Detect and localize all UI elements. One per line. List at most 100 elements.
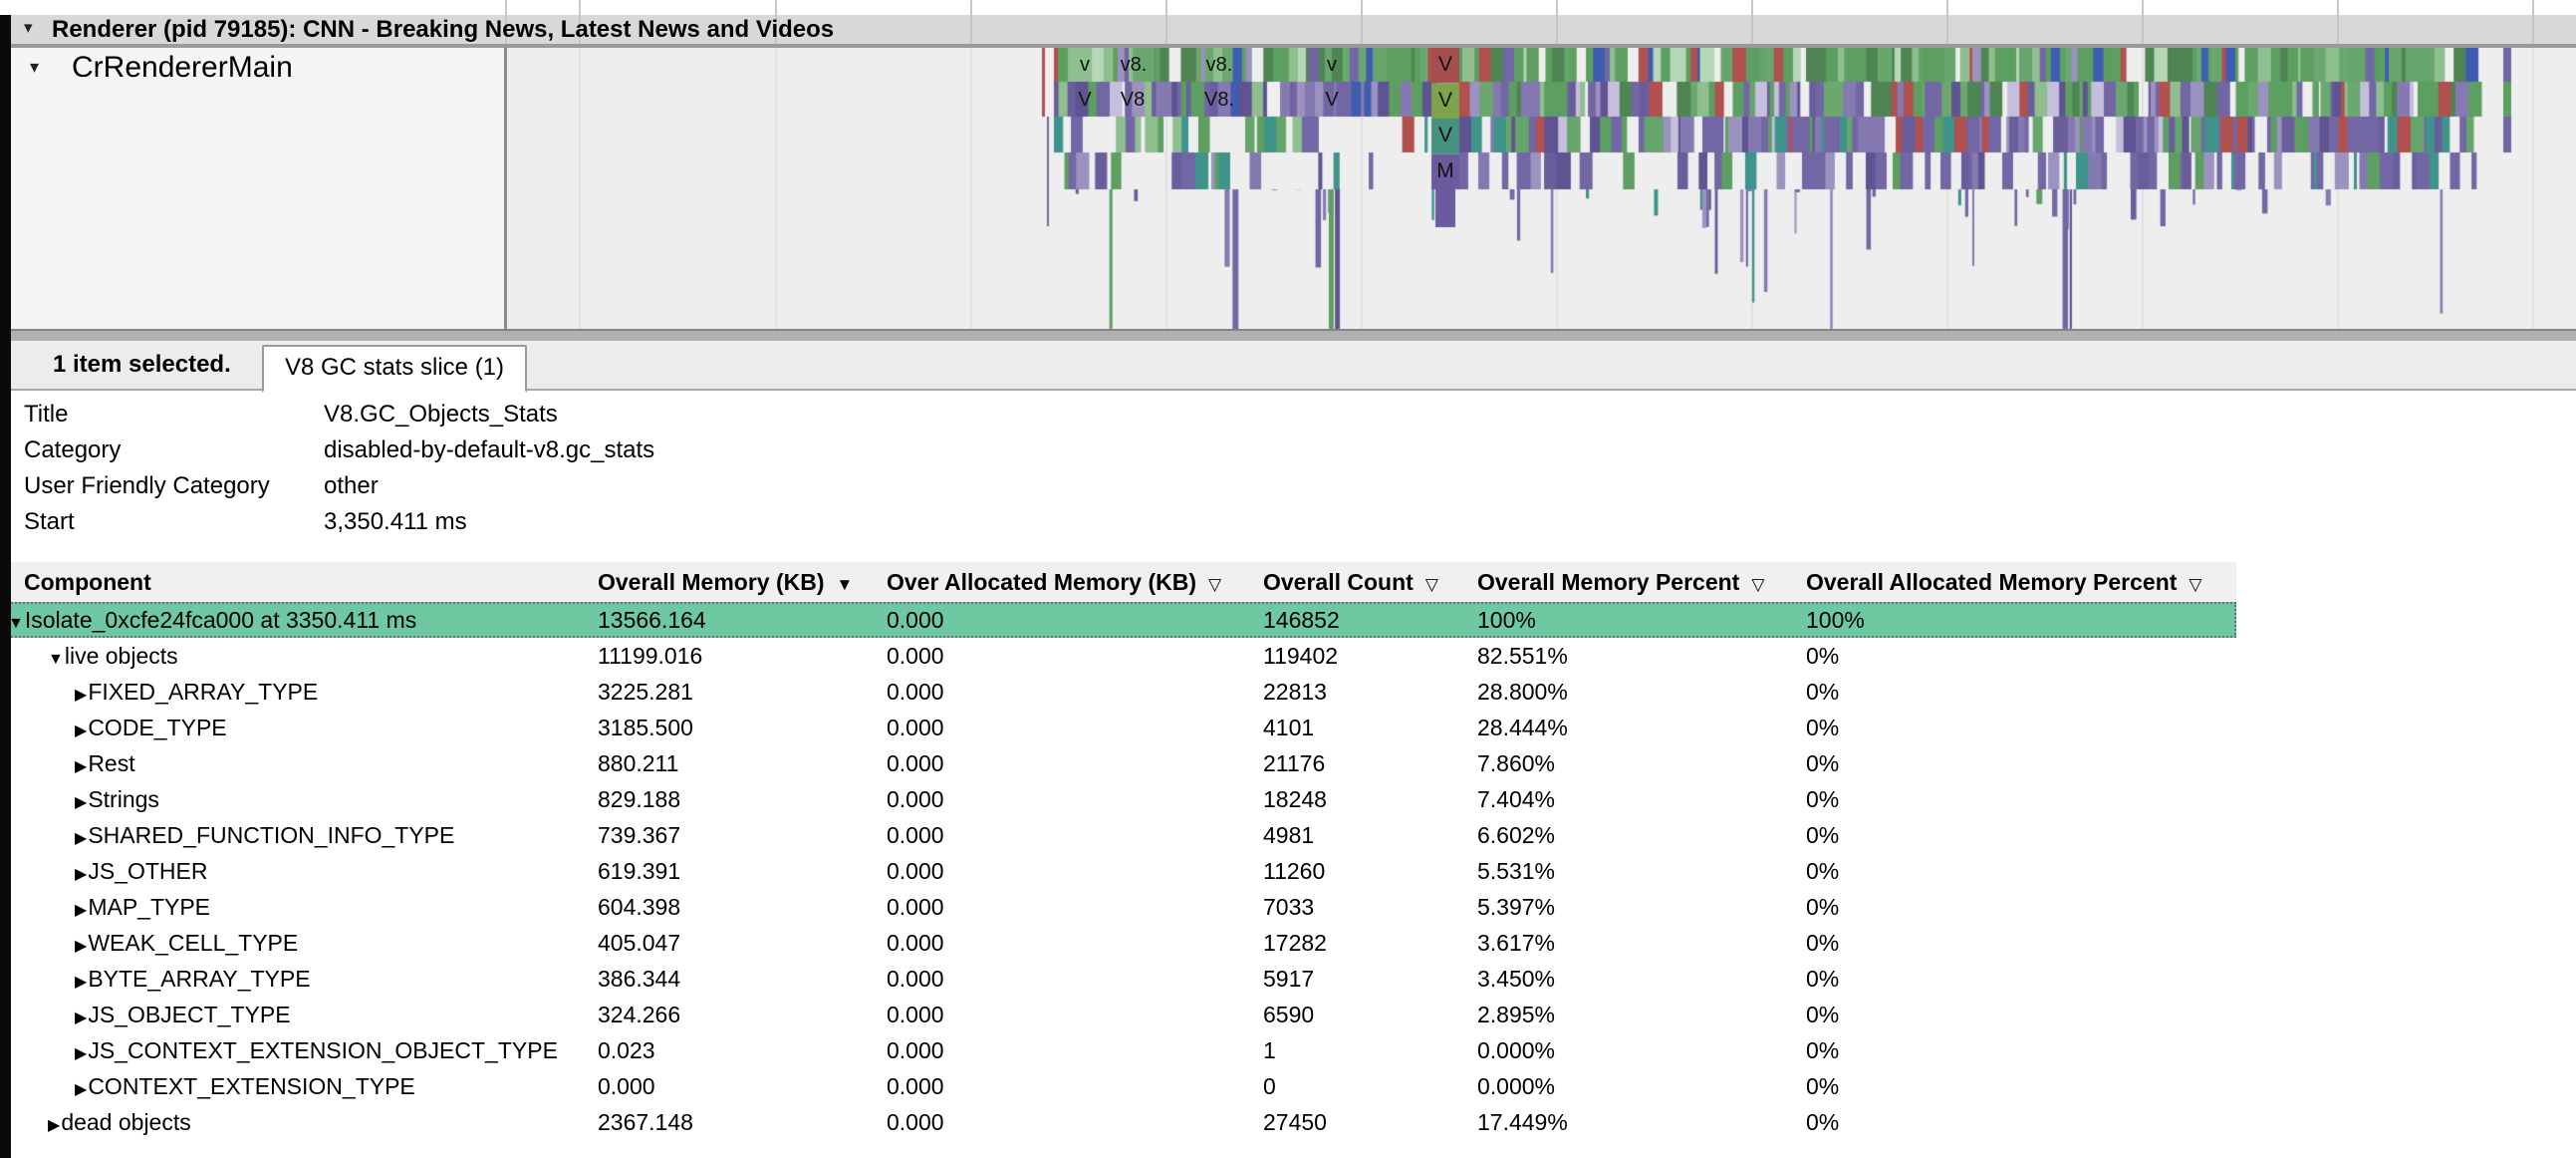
component-name: ▶SHARED_FUNCTION_INFO_TYPE <box>75 822 455 848</box>
table-row[interactable]: ▶MAP_TYPE 604.398 0.000 7033 5.397% 0% <box>0 889 2236 925</box>
table-row[interactable]: ▶JS_OTHER 619.391 0.000 11260 5.531% 0% <box>0 853 2236 889</box>
sort-arrow-icon[interactable]: ▽ <box>1751 575 1765 594</box>
track-panel-divider[interactable] <box>504 48 507 329</box>
cell-value: 619.391 <box>598 858 681 884</box>
sort-arrow-icon[interactable]: ▽ <box>2189 575 2202 594</box>
timeline-ruler[interactable] <box>0 0 2576 15</box>
expand-triangle-closed-icon[interactable]: ▶ <box>75 723 88 739</box>
table-row-selected[interactable]: ▼Isolate_0xcfe24fca000 at 3350.411 ms 135… <box>0 602 2236 638</box>
cell-value: 0% <box>1806 643 1840 669</box>
expand-triangle-open-icon[interactable]: ▼ <box>8 615 24 632</box>
cell-value: 880.211 <box>598 750 679 776</box>
cell-value: 100% <box>1806 607 1865 633</box>
thread-track-header[interactable]: ▾ CrRendererMain <box>0 48 504 329</box>
cell-value: 21176 <box>1263 750 1326 776</box>
table-row[interactable]: ▶CONTEXT_EXTENSION_TYPE 0.000 0.000 0 0.000%… <box>0 1068 2236 1104</box>
expand-triangle-closed-icon[interactable]: ▶ <box>75 794 88 811</box>
table-row[interactable]: ▶BYTE_ARRAY_TYPE 386.344 0.000 5917 3.450% 0% <box>0 961 2236 997</box>
gridline <box>1946 15 1948 44</box>
table-row[interactable]: ▶WEAK_CELL_TYPE 405.047 0.000 17282 3.617% 0% <box>0 925 2236 961</box>
process-bar-divider <box>0 44 2576 48</box>
table-row[interactable]: ▶FIXED_ARRAY_TYPE 3225.281 0.000 22813 28.80… <box>0 674 2236 710</box>
expand-triangle-closed-icon[interactable]: ▶ <box>48 1117 61 1134</box>
expand-triangle-closed-icon[interactable]: ▶ <box>75 974 88 991</box>
cell-value: 0% <box>1806 822 1840 848</box>
cell-value: 1 <box>1263 1037 1276 1063</box>
table-row[interactable]: ▶Rest 880.211 0.000 21176 7.860% 0% <box>0 745 2236 781</box>
process-header-bar[interactable]: ▾ Renderer (pid 79185): CNN - Breaking N… <box>0 15 2576 44</box>
cell-value: 324.266 <box>598 1002 681 1027</box>
cell-value: 4981 <box>1263 822 1315 848</box>
cell-value: 0.000 <box>598 1073 655 1099</box>
table-row[interactable]: ▶JS_CONTEXT_EXTENSION_OBJECT_TYPE 0.023 0.… <box>0 1032 2236 1068</box>
cell-value: 0% <box>1806 858 1840 884</box>
cell-value: 0.000 <box>887 966 944 992</box>
cell-value: 146852 <box>1263 607 1340 633</box>
cell-value: 6.602% <box>1477 822 1556 848</box>
panel-resize-divider[interactable] <box>0 329 2576 341</box>
cell-value: 0.000 <box>887 894 944 920</box>
column-header-component: Component <box>24 569 151 595</box>
tab-v8-gc-stats-slice[interactable]: V8 GC stats slice (1) <box>262 345 527 393</box>
table-row[interactable]: ▶Strings 829.188 0.000 18248 7.404% 0% <box>0 781 2236 817</box>
cell-value: 739.367 <box>598 822 681 848</box>
table-row[interactable]: ▼live objects 11199.016 0.000 119402 82.551%… <box>0 638 2236 674</box>
cell-value: 0.000 <box>887 679 944 705</box>
cell-value: 0.000% <box>1477 1073 1556 1099</box>
cell-value: 22813 <box>1263 679 1327 705</box>
cell-value: 0.000 <box>887 643 944 669</box>
cell-value: 17.449% <box>1477 1109 1568 1135</box>
cell-value: 0.000 <box>887 858 944 884</box>
sort-arrow-active-icon[interactable]: ▼ <box>836 575 854 594</box>
expand-triangle-closed-icon[interactable]: ▶ <box>75 1081 88 1098</box>
gridline <box>775 15 777 44</box>
cell-value: 0.000 <box>887 930 944 956</box>
table-row[interactable]: ▶CODE_TYPE 3185.500 0.000 4101 28.444% 0% <box>0 710 2236 745</box>
component-name: ▶JS_OTHER <box>75 858 208 884</box>
expand-triangle-closed-icon[interactable]: ▶ <box>75 830 88 847</box>
cell-value: 0.000 <box>887 607 944 633</box>
cell-value: 0% <box>1806 715 1840 740</box>
gridline <box>505 15 507 44</box>
expand-triangle-closed-icon[interactable]: ▶ <box>75 687 88 704</box>
expand-triangle-closed-icon[interactable]: ▶ <box>75 866 88 883</box>
table-row[interactable]: ▶dead objects 2367.148 0.000 27450 17.449% 0% <box>0 1104 2236 1140</box>
component-name: ▼live objects <box>48 643 178 669</box>
flame-chart-canvas[interactable] <box>507 48 2576 329</box>
table-row[interactable]: ▶JS_OBJECT_TYPE 324.266 0.000 6590 2.895% 0% <box>0 997 2236 1032</box>
component-name: ▶WEAK_CELL_TYPE <box>75 930 299 956</box>
cell-value: 0% <box>1806 894 1840 920</box>
detail-value: other <box>324 472 379 499</box>
column-header-overall-memory-kb-[interactable]: Overall Memory (KB) ▼ <box>598 569 854 595</box>
component-name: ▶FIXED_ARRAY_TYPE <box>75 679 319 705</box>
collapse-triangle-icon[interactable]: ▾ <box>24 18 33 37</box>
collapse-triangle-icon[interactable]: ▾ <box>30 57 40 77</box>
sort-arrow-icon[interactable]: ▽ <box>1424 575 1438 594</box>
expand-triangle-closed-icon[interactable]: ▶ <box>75 1045 88 1062</box>
sort-arrow-icon[interactable]: ▽ <box>1208 575 1222 594</box>
gridline <box>1751 15 1753 44</box>
cell-value: 13566.164 <box>598 607 706 633</box>
detail-value: V8.GC_Objects_Stats <box>324 401 558 428</box>
detail-value: disabled-by-default-v8.gc_stats <box>324 436 655 463</box>
column-header-overall-count[interactable]: Overall Count ▽ <box>1263 569 1438 595</box>
column-header-overall-allocated-memory-percent[interactable]: Overall Allocated Memory Percent ▽ <box>1806 569 2202 595</box>
expand-triangle-closed-icon[interactable]: ▶ <box>75 902 88 919</box>
cell-value: 0.023 <box>598 1037 655 1063</box>
column-header-over-allocated-memory-kb-[interactable]: Over Allocated Memory (KB) ▽ <box>887 569 1222 595</box>
cell-value: 100% <box>1477 607 1536 633</box>
expand-triangle-closed-icon[interactable]: ▶ <box>75 758 88 775</box>
expand-triangle-closed-icon[interactable]: ▶ <box>75 938 88 955</box>
cell-value: 0% <box>1806 786 1840 812</box>
expand-triangle-open-icon[interactable]: ▼ <box>48 651 64 668</box>
gridline <box>1361 15 1363 44</box>
cell-value: 18248 <box>1263 786 1327 812</box>
expand-triangle-closed-icon[interactable]: ▶ <box>75 1010 88 1026</box>
component-name: ▼Isolate_0xcfe24fca000 at 3350.411 ms <box>8 607 417 633</box>
table-row[interactable]: ▶SHARED_FUNCTION_INFO_TYPE 739.367 0.000 49… <box>0 817 2236 853</box>
cell-value: 0% <box>1806 1073 1840 1099</box>
cell-value: 0% <box>1806 930 1840 956</box>
gridline <box>2532 15 2534 44</box>
column-header-overall-memory-percent[interactable]: Overall Memory Percent ▽ <box>1477 569 1765 595</box>
stats-table-header: Component Overall Memory (KB) ▼ Over Alloca… <box>0 562 2236 602</box>
